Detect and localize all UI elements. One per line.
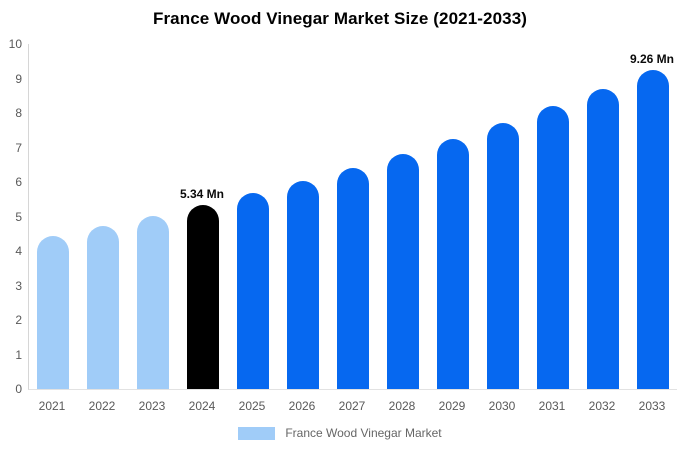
x-tick-2021: 2021 — [38, 399, 66, 413]
x-tick-2031: 2031 — [538, 399, 566, 413]
y-tick-5: 5 — [15, 209, 22, 224]
x-tick-2033: 2033 — [638, 399, 666, 413]
bar-2022 — [87, 226, 119, 389]
bar-2027 — [337, 168, 369, 389]
y-tick-1: 1 — [15, 347, 22, 362]
y-tick-8: 8 — [15, 106, 22, 120]
bar-2032 — [587, 89, 619, 389]
legend-swatch — [238, 426, 276, 440]
bar-2023 — [137, 216, 169, 389]
bar-2025 — [237, 193, 269, 389]
x-tick-2025: 2025 — [238, 399, 266, 413]
x-tick-2024: 2024 — [188, 399, 216, 413]
chart-title: France Wood Vinegar Market Size (2021-20… — [152, 9, 528, 28]
bar-2029 — [437, 139, 469, 389]
y-tick-0: 0 — [15, 382, 22, 396]
bar-2026 — [287, 181, 319, 389]
x-tick-2029: 2029 — [438, 399, 466, 413]
plot-area — [28, 44, 677, 390]
bar-label-2033: 9.26 Mn — [629, 52, 674, 66]
bar-2030 — [487, 123, 519, 389]
bar-2024 — [187, 205, 219, 389]
y-tick-4: 4 — [15, 244, 22, 258]
x-tick-2032: 2032 — [588, 399, 616, 413]
legend-label: France Wood Vinegar Market — [285, 426, 442, 440]
bar-2028 — [387, 154, 419, 389]
y-tick-6: 6 — [15, 175, 22, 189]
legend: France Wood Vinegar Market — [0, 425, 680, 441]
bar-2033 — [637, 70, 669, 389]
x-tick-2026: 2026 — [288, 399, 316, 413]
bar-label-2024: 5.34 Mn — [179, 187, 224, 201]
x-tick-2023: 2023 — [138, 399, 166, 413]
y-tick-9: 9 — [15, 71, 22, 86]
y-tick-7: 7 — [15, 140, 22, 155]
y-tick-10: 10 — [8, 37, 22, 51]
x-tick-2028: 2028 — [388, 399, 416, 413]
bar-2031 — [537, 106, 569, 389]
x-tick-2022: 2022 — [88, 399, 116, 413]
x-tick-2030: 2030 — [488, 399, 516, 413]
y-tick-2: 2 — [15, 313, 22, 327]
x-tick-2027: 2027 — [338, 399, 366, 413]
bar-2021 — [37, 236, 69, 389]
y-tick-3: 3 — [15, 278, 22, 293]
